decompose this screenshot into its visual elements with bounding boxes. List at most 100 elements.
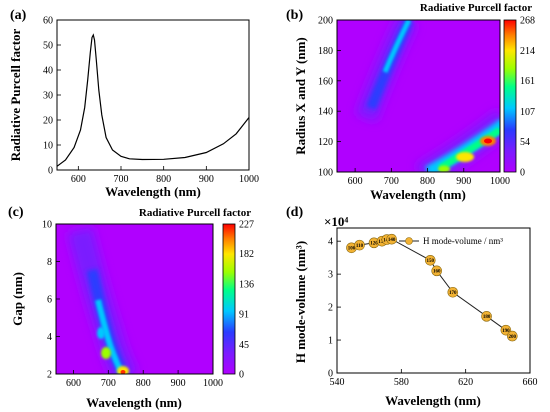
panel-d-ytick-label-3: 3 xyxy=(328,270,333,281)
panel-a-ytick-label-1: 10 xyxy=(43,141,53,152)
panel-a-letter: (a) xyxy=(10,8,27,23)
panel-c-heatmap xyxy=(56,224,213,374)
panel-b-ticks: 600 700 800 900 1000 100 120 140 160 180 200 0 54 107… xyxy=(318,16,535,188)
panel-a-ytick-label-3: 30 xyxy=(43,91,53,102)
panel-b-xtick-label-3: 900 xyxy=(456,176,471,187)
panel-b-letter: (b) xyxy=(286,8,303,23)
panel-b-ytick-label-2: 140 xyxy=(318,107,333,118)
panel-c-xtick-label-4: 1000 xyxy=(203,378,223,389)
panel-d-frame xyxy=(336,227,531,374)
panel-b-colorbar-title: Radiative Purcell factor xyxy=(420,2,532,14)
panel-b-hotspot-3 xyxy=(438,165,450,172)
panel-b-heatmap xyxy=(337,20,500,172)
panel-b-xtick-label-2: 800 xyxy=(420,176,435,187)
panel-c-ticks: 600 700 800 900 1000 2 4 6 8 10 0 45 91 136 182 227 xyxy=(42,220,254,390)
panel-d-series-line xyxy=(351,238,513,337)
panel-d-point-11 xyxy=(507,330,518,342)
panel-b-ytick-label-1: 120 xyxy=(318,137,333,148)
panel-c-colorbar-tick-5: 227 xyxy=(239,220,254,231)
panel-c-colorbar xyxy=(222,223,236,375)
panel-d-ytick-label-4: 4 xyxy=(328,237,333,248)
panel-c-xtick-label-3: 900 xyxy=(171,378,186,389)
panel-a-ytick-label-6: 60 xyxy=(43,16,53,27)
panel-b-xtick-label-0: 600 xyxy=(348,176,363,187)
panel-a-xtick-label-3: 900 xyxy=(199,174,214,185)
panel-b-ridge-2-core xyxy=(438,127,500,172)
panel-d-point-label-5: 140 xyxy=(388,238,396,243)
panel-b-xtick-label-1: 700 xyxy=(384,176,399,187)
panel-d-point-9 xyxy=(481,311,492,322)
panel-b-xlabel: Wavelength (nm) xyxy=(370,187,466,202)
panel-d-legend-marker xyxy=(405,237,413,245)
panel-c-colorbar-tick-4: 182 xyxy=(239,249,254,260)
panel-c-ytick-label-2: 6 xyxy=(47,295,52,306)
panel-d-multiplier: ×10⁴ xyxy=(324,214,348,229)
panel-d-point-label-11: 200 xyxy=(509,335,517,340)
panel-c-ylabel: Gap (nm) xyxy=(10,272,25,326)
panel-b-colorbar-tick-0: 0 xyxy=(520,168,525,179)
panel-d-point-7 xyxy=(431,265,443,277)
panel-d-point-label-3: 130 xyxy=(378,240,386,245)
panel-d-ticks: 540 580 620 660 0 1 2 3 4 xyxy=(328,237,538,388)
panel-d-ytick-label-1: 1 xyxy=(328,336,333,347)
panel-d-point-8 xyxy=(447,286,459,298)
panel-b-colorbar-tick-4: 214 xyxy=(520,46,535,57)
panel-d-point-label-7: 160 xyxy=(433,270,441,275)
panel-b-colorbar xyxy=(503,19,517,173)
panel-d-point-label-2: 120 xyxy=(370,242,378,247)
panel-a: (a) 600 700 800 900 1000 0 10 20 30 40 50 60 Wavele… xyxy=(8,8,259,199)
panel-d-ylabel: H mode-volume (nm³) xyxy=(293,241,308,363)
panel-b-ylabel: Radius X and Y (nm) xyxy=(293,37,308,155)
panel-b: (b) Radiative Purcell factor 600 700 800 90… xyxy=(286,2,535,202)
panel-c-ytick-label-4: 10 xyxy=(42,220,52,231)
panel-c-node-1 xyxy=(97,327,105,339)
panel-d-point-label-1: 110 xyxy=(356,244,364,249)
panel-c-colorbar-tick-2: 91 xyxy=(239,309,249,320)
panel-b-colorbar-tick-5: 268 xyxy=(520,16,535,27)
panel-a-ticks: 600 700 800 900 1000 0 10 20 30 40 50 60 xyxy=(43,16,259,186)
panel-c-ytick-label-1: 4 xyxy=(47,332,52,343)
panel-a-xtick-label-2: 800 xyxy=(156,174,171,185)
panel-b-ytick-label-5: 200 xyxy=(318,16,333,27)
panel-c-xlabel: Wavelength (nm) xyxy=(86,395,182,410)
panel-a-ytick-label-5: 50 xyxy=(43,41,53,52)
panel-d-xtick-label-1: 580 xyxy=(394,377,409,388)
panel-d-point-1 xyxy=(354,239,365,251)
panel-a-xtick-label-1: 700 xyxy=(114,174,129,185)
panel-d-letter: (d) xyxy=(286,205,303,220)
panel-d-points: 100110120130140140150160170180190200 xyxy=(346,233,518,342)
panel-c-colorbar-tick-0: 0 xyxy=(239,370,244,381)
panel-a-xtick-label-4: 1000 xyxy=(239,174,259,185)
panel-b-ytick-label-4: 180 xyxy=(318,46,333,57)
panel-b-xtick-label-4: 1000 xyxy=(490,176,510,187)
panel-d-point-5 xyxy=(386,233,397,245)
panel-c-xtick-label-2: 800 xyxy=(136,378,151,389)
panel-a-ytick-label-4: 40 xyxy=(43,66,53,77)
panel-c-node-2 xyxy=(101,347,111,359)
panel-d-ytick-label-0: 0 xyxy=(328,369,333,380)
panel-c-ytick-label-0: 2 xyxy=(47,370,52,381)
panel-b-ytick-label-0: 100 xyxy=(318,168,333,179)
panel-a-ytick-label-2: 20 xyxy=(43,116,53,127)
panel-d-point-label-9: 180 xyxy=(483,315,491,320)
panel-b-colorbar-tick-1: 54 xyxy=(520,137,530,148)
panel-d-xtick-label-2: 620 xyxy=(458,377,473,388)
panel-d-legend: H mode-volume / nm³ xyxy=(399,236,503,246)
panel-d-point-6 xyxy=(424,254,436,266)
panel-b-hotspot-1 xyxy=(456,152,474,162)
panel-c-colorbar-title: Radiative Purcell factor xyxy=(139,207,251,219)
panel-c-ytick-label-3: 8 xyxy=(47,257,52,268)
panel-b-ytick-label-3: 160 xyxy=(318,76,333,87)
panel-a-xtick-label-0: 600 xyxy=(71,174,86,185)
panel-d-xtick-label-3: 660 xyxy=(523,377,538,388)
panel-a-xlabel: Wavelength (nm) xyxy=(105,184,201,199)
panel-d-point-label-10: 190 xyxy=(502,329,510,334)
panel-c-xtick-label-1: 700 xyxy=(101,378,116,389)
panel-c-xtick-label-0: 600 xyxy=(66,378,81,389)
panel-b-ridge-1-core xyxy=(382,20,412,73)
panel-a-series-line xyxy=(56,33,250,167)
panel-b-colorbar-tick-2: 107 xyxy=(520,107,535,118)
panel-a-ylabel: Radiative Purcell factor xyxy=(8,28,23,161)
